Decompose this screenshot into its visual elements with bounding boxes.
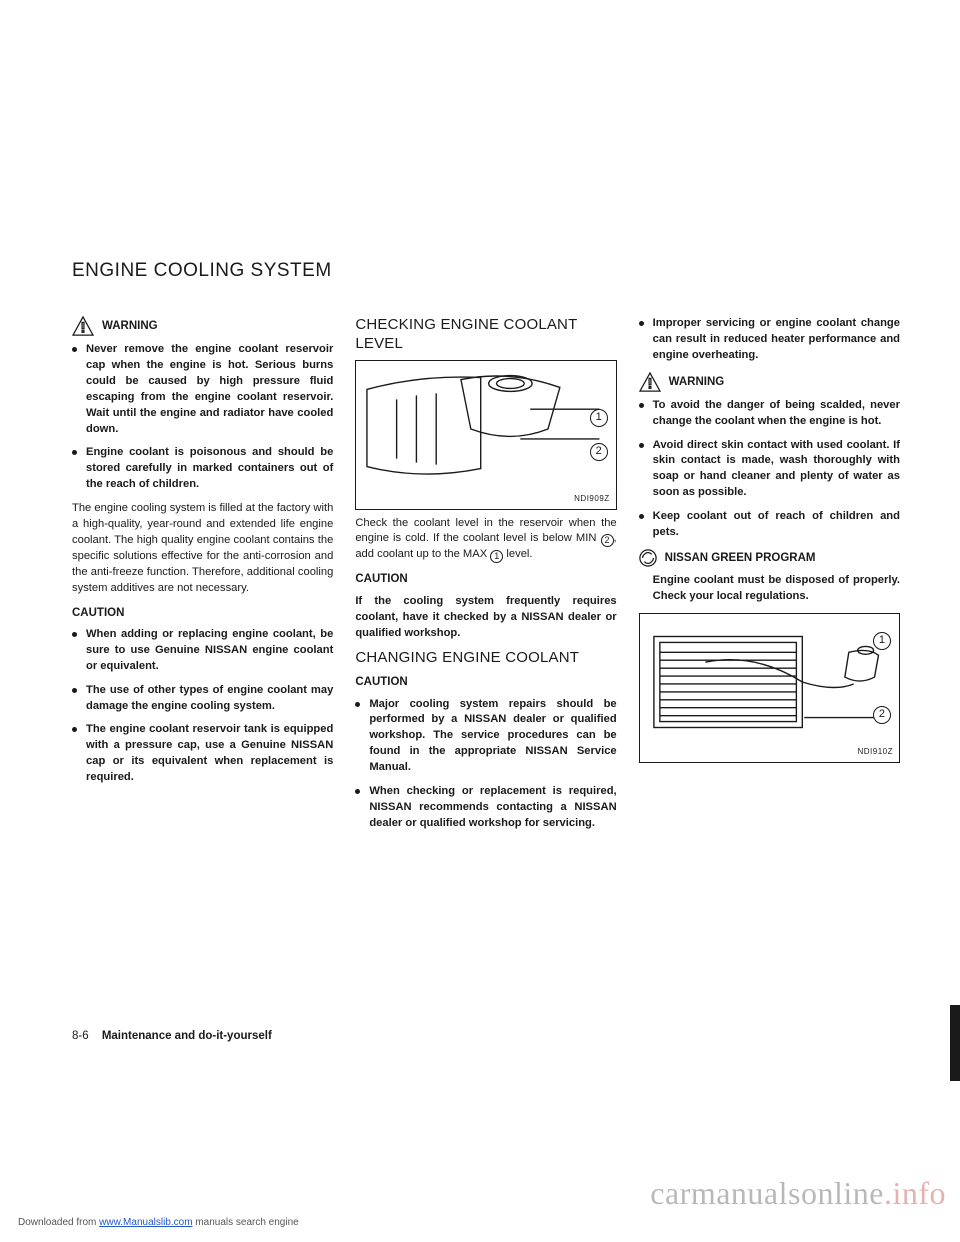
content-columns: WARNING Never remove the engine coolant … — [72, 316, 900, 840]
green-program-text: Engine coolant must be disposed of prope… — [639, 573, 900, 605]
figure-radiator-art — [646, 620, 893, 744]
warning-item: Engine coolant is poisonous and should b… — [72, 445, 333, 493]
callout-2: 2 — [873, 706, 891, 724]
caution-item: The use of other types of engine coolant… — [72, 683, 333, 715]
warning-list: Never remove the engine coolant reservoi… — [72, 342, 333, 493]
figure-code: NDI910Z — [857, 746, 893, 757]
warning-triangle-icon — [639, 372, 661, 392]
caution-text: If the cooling system frequently require… — [355, 594, 616, 642]
inline-callout-1: 1 — [490, 550, 503, 563]
warning-label: WARNING — [669, 374, 725, 390]
column-3: Improper servicing or engine coolant cha… — [639, 316, 900, 840]
download-footer: Downloaded from www.Manualslib.com manua… — [18, 1217, 299, 1228]
caution-label: CAUTION — [355, 674, 616, 690]
green-program-heading: NISSAN GREEN PROGRAM — [639, 549, 900, 567]
top-list: Improper servicing or engine coolant cha… — [639, 316, 900, 364]
caution-label: CAUTION — [355, 571, 616, 587]
check-paragraph: Check the coolant level in the reservoir… — [355, 516, 616, 564]
caution-item: When adding or replacing engine coolant,… — [72, 627, 333, 675]
text-fragment: Check the coolant level in the reservoir… — [355, 517, 616, 545]
change-caution-list: Major cooling system repairs should be p… — [355, 697, 616, 832]
figure-reservoir-art — [362, 367, 609, 491]
watermark-text-info: .info — [884, 1175, 946, 1211]
section-title: ENGINE COOLING SYSTEM — [72, 260, 900, 282]
green-program-label: NISSAN GREEN PROGRAM — [665, 550, 816, 566]
figure-code: NDI909Z — [574, 493, 610, 504]
callout-1: 1 — [590, 409, 608, 427]
watermark-text: carmanualsonline — [650, 1175, 884, 1211]
body-paragraph: The engine cooling system is filled at t… — [72, 501, 333, 596]
warning-heading: WARNING — [639, 372, 900, 392]
callout-1: 1 — [873, 632, 891, 650]
warning-heading: WARNING — [72, 316, 333, 336]
text-fragment: Downloaded from — [18, 1217, 99, 1228]
subheading-check-level: CHECKING ENGINE COOLANT LEVEL — [355, 316, 616, 354]
warning-item: Avoid direct skin contact with used cool… — [639, 438, 900, 502]
manual-page: ENGINE COOLING SYSTEM WARNING Never remo… — [0, 0, 960, 840]
page-edge-tab — [950, 1005, 960, 1081]
warning-item: Keep coolant out of reach of children an… — [639, 509, 900, 541]
caution-item: When checking or replacement is required… — [355, 784, 616, 832]
figure-reservoir: 1 2 NDI909Z — [355, 360, 616, 510]
warning-triangle-icon — [72, 316, 94, 336]
caution-item: Major cooling system repairs should be p… — [355, 697, 616, 777]
figure-radiator: 1 2 NDI910Z — [639, 613, 900, 763]
manualslib-link[interactable]: www.Manualslib.com — [99, 1217, 192, 1228]
watermark: carmanualsonline.info — [650, 1175, 946, 1212]
caution-list: When adding or replacing engine coolant,… — [72, 627, 333, 786]
list-item: Improper servicing or engine coolant cha… — [639, 316, 900, 364]
warning-item: Never remove the engine coolant reservoi… — [72, 342, 333, 437]
column-2: CHECKING ENGINE COOLANT LEVEL 1 2 NDI909… — [355, 316, 616, 840]
warning-item: To avoid the danger of being scalded, ne… — [639, 398, 900, 430]
inline-callout-2: 2 — [601, 534, 614, 547]
callout-2: 2 — [590, 443, 608, 461]
footer-section-name: Maintenance and do-it-yourself — [102, 1030, 272, 1042]
page-number: 8-6 — [72, 1030, 89, 1042]
subheading-change-coolant: CHANGING ENGINE COOLANT — [355, 649, 616, 668]
caution-item: The engine coolant reservoir tank is equ… — [72, 722, 333, 786]
page-footer: 8-6 Maintenance and do-it-yourself — [72, 1030, 272, 1042]
warning-label: WARNING — [102, 318, 158, 334]
recycle-icon — [639, 549, 657, 567]
warning-list: To avoid the danger of being scalded, ne… — [639, 398, 900, 541]
text-fragment: level. — [503, 548, 532, 560]
caution-label: CAUTION — [72, 605, 333, 621]
text-fragment: manuals search engine — [193, 1217, 299, 1228]
column-1: WARNING Never remove the engine coolant … — [72, 316, 333, 840]
